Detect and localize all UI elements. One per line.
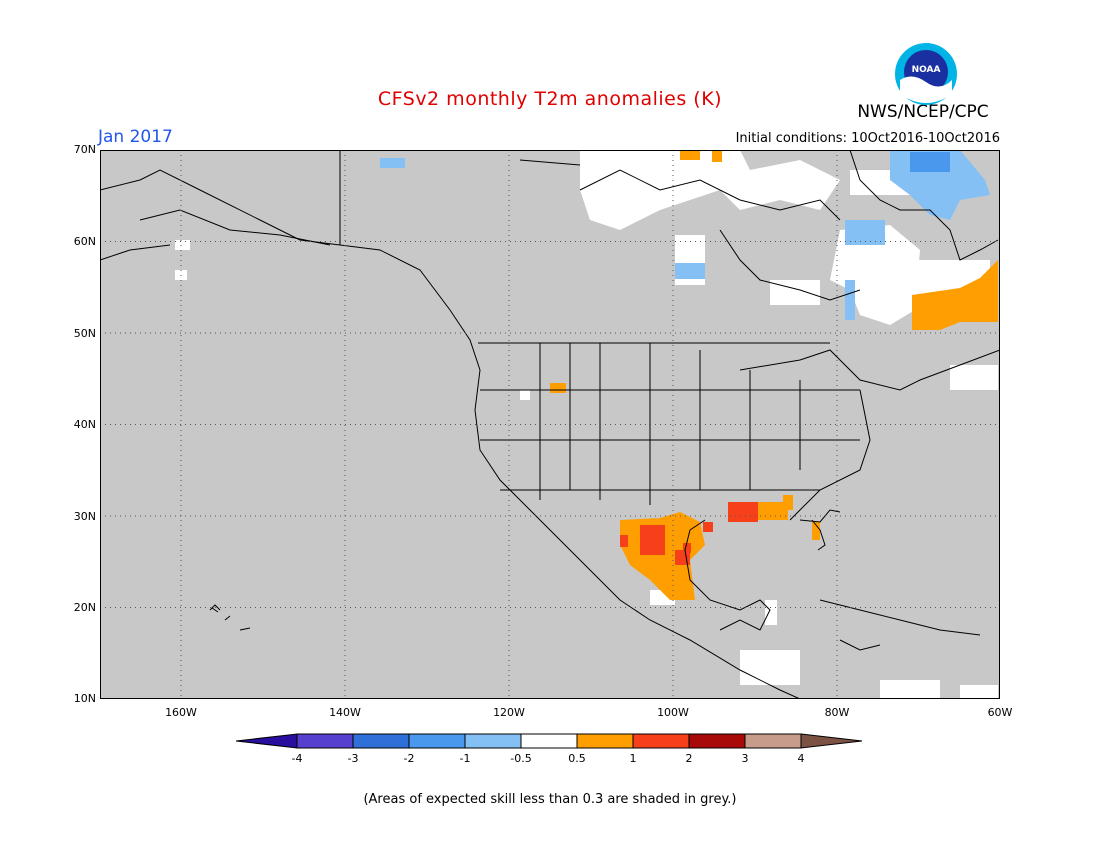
lat-label: 40N	[73, 418, 96, 431]
lat-label: 50N	[73, 327, 96, 340]
skill-footnote: (Areas of expected skill less than 0.3 a…	[363, 792, 737, 807]
initial-conditions: Initial conditions: 10Oct2016-10Oct2016	[735, 131, 1000, 146]
strong-positive-anomaly-areas	[620, 502, 758, 565]
lat-label: 60N	[73, 235, 96, 248]
colorbar-segment	[296, 733, 354, 749]
colorbar-segment	[520, 733, 578, 749]
map-frame	[100, 150, 1000, 699]
colorbar-label: -1	[459, 752, 471, 765]
colorbar	[236, 733, 863, 749]
strong-negative-anomaly-area	[910, 152, 950, 172]
lon-label: 160W	[165, 706, 197, 719]
coastlines-and-borders	[100, 150, 1000, 699]
lon-label: 140W	[329, 706, 361, 719]
agency-label: NWS/NCEP/CPC	[857, 102, 989, 122]
forecast-period: Jan 2017	[98, 127, 173, 147]
colorbar-segment	[744, 733, 802, 749]
lat-label: 30N	[73, 510, 96, 523]
lat-label: 10N	[73, 692, 96, 705]
lat-label: 20N	[73, 601, 96, 614]
lon-label: 120W	[493, 706, 525, 719]
colorbar-label: -2	[403, 752, 415, 765]
colorbar-label: 4	[797, 752, 805, 765]
chart-title: CFSv2 monthly T2m anomalies (K)	[377, 88, 723, 110]
noaa-logo: NOAA	[895, 43, 957, 105]
colorbar-segment	[408, 733, 466, 749]
colorbar-arrow-high	[800, 733, 863, 749]
colorbar-segment	[576, 733, 634, 749]
colorbar-label: -0.5	[510, 752, 532, 765]
anomaly-map	[100, 150, 1000, 699]
colorbar-segment	[632, 733, 690, 749]
lon-label: 80W	[824, 706, 850, 719]
colorbar-label: 3	[741, 752, 749, 765]
graticule	[100, 150, 1000, 699]
colorbar-segment	[688, 733, 746, 749]
svg-text:NOAA: NOAA	[912, 65, 941, 75]
lat-label: 70N	[73, 143, 96, 156]
lon-label: 100W	[657, 706, 689, 719]
colorbar-label: 1	[629, 752, 637, 765]
colorbar-label: -3	[347, 752, 359, 765]
colorbar-segment	[464, 733, 522, 749]
colorbar-label: -4	[291, 752, 303, 765]
colorbar-label: 2	[685, 752, 693, 765]
lon-label: 60W	[987, 706, 1013, 719]
colorbar-segment	[352, 733, 410, 749]
colorbar-arrow-low	[236, 733, 298, 749]
colorbar-label: 0.5	[568, 752, 586, 765]
